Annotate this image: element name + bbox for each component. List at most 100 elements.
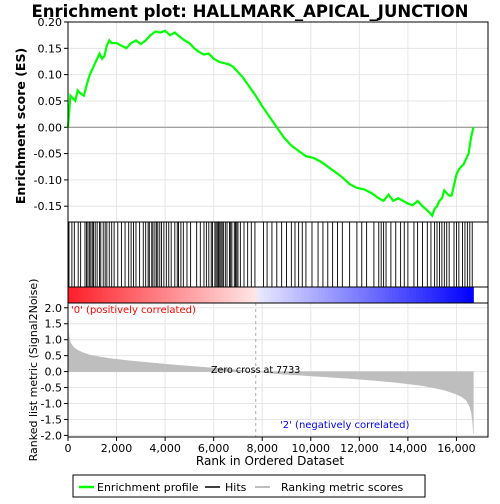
heat-cell <box>179 287 184 303</box>
hits-panel <box>67 221 489 288</box>
heat-cell <box>101 287 106 303</box>
heat-cell <box>358 287 363 303</box>
heat-cell <box>128 287 133 303</box>
positive-annotation: '0' (positively correlated) <box>71 305 196 316</box>
metric-tick-label: 1.0 <box>45 334 63 347</box>
x-tick-label: 8,000 <box>246 442 278 455</box>
heat-cell <box>199 287 204 303</box>
heat-cell <box>378 287 383 303</box>
heat-cell <box>243 287 248 303</box>
heat-cell <box>149 287 153 303</box>
es-tick-label: 0.20 <box>38 16 63 29</box>
heat-cell <box>368 287 373 303</box>
heat-cell <box>213 287 218 303</box>
heat-cell <box>443 287 447 303</box>
es-tick-label: 0.00 <box>38 121 63 134</box>
x-tick-label: 16,000 <box>437 442 476 455</box>
heat-cell <box>280 287 285 303</box>
heat-cell <box>247 287 251 303</box>
legend-box <box>72 474 426 498</box>
heat-cell <box>220 287 224 303</box>
heat-cell <box>277 287 282 303</box>
heat-cell <box>233 287 238 303</box>
heat-cell <box>111 287 116 303</box>
heat-cell <box>436 287 441 303</box>
heat-cell <box>257 287 261 303</box>
heat-cell <box>321 287 326 303</box>
heat-cell <box>395 287 400 303</box>
heat-cell <box>307 287 312 303</box>
es-panel: 0.20 0.15 0.10 0.05 0.00 -0.05 -0.10 -0.15 <box>34 16 489 223</box>
heat-cell <box>91 287 96 303</box>
heat-cell <box>409 287 414 303</box>
heat-cell <box>226 287 231 303</box>
heat-cell <box>118 287 123 303</box>
heat-cell <box>267 287 272 303</box>
heat-cell <box>459 287 464 303</box>
heat-cell <box>426 287 430 303</box>
heat-cell <box>152 287 157 303</box>
enrichment-profile-line <box>66 29 475 218</box>
heat-cell <box>338 287 343 303</box>
heat-cell <box>263 287 268 303</box>
heat-cell <box>372 287 376 303</box>
chart-title: Enrichment plot: HALLMARK_APICAL_JUNCTIO… <box>31 2 468 21</box>
heat-cell <box>470 287 474 303</box>
heat-cell <box>375 287 380 303</box>
metric-tick-label: 2.0 <box>45 302 63 315</box>
es-tick-label: 0.05 <box>38 95 63 108</box>
heat-cell <box>125 287 130 303</box>
heat-cell <box>324 287 329 303</box>
metric-tick-label: -1.5 <box>41 413 62 426</box>
heat-cell <box>81 287 86 303</box>
heat-cell <box>260 287 265 303</box>
heat-cell <box>318 287 322 303</box>
legend-label-hits: Hits <box>225 481 247 494</box>
es-axis-label: Enrichment score (ES) <box>13 48 28 204</box>
x-tick-label: 2,000 <box>101 442 133 455</box>
heat-cell <box>216 287 221 303</box>
heat-cell <box>392 287 397 303</box>
heat-cell <box>345 287 349 303</box>
heat-cell <box>230 287 234 303</box>
heat-cell <box>361 287 366 303</box>
heat-cell <box>132 287 136 303</box>
heat-cell <box>284 287 289 303</box>
legend: Enrichment profile Hits Ranking metric s… <box>72 474 426 498</box>
heat-cell <box>405 287 410 303</box>
ranking-metric-area <box>67 307 474 434</box>
heat-cell <box>159 287 164 303</box>
heat-cell <box>98 287 103 303</box>
heat-cell <box>301 287 305 303</box>
heat-cell <box>169 287 174 303</box>
heat-cell <box>304 287 309 303</box>
heat-cell <box>196 287 201 303</box>
x-tick-label: 12,000 <box>340 442 379 455</box>
x-tick-label: 10,000 <box>292 442 331 455</box>
heat-cell <box>287 287 292 303</box>
heat-cell <box>223 287 228 303</box>
es-tick-label: 0.10 <box>38 69 63 82</box>
metric-tick-label: -1.0 <box>41 398 62 411</box>
heat-cell <box>203 287 207 303</box>
heat-cell <box>432 287 437 303</box>
heat-cell <box>466 287 471 303</box>
metric-tick-label: 1.5 <box>45 318 63 331</box>
heat-cell <box>182 287 187 303</box>
heat-cell <box>122 287 126 303</box>
heat-cell <box>290 287 295 303</box>
heat-cell <box>415 287 420 303</box>
es-tick-label: 0.15 <box>38 42 63 55</box>
metric-frame <box>67 302 489 438</box>
heat-cell <box>449 287 454 303</box>
heat-cell <box>334 287 339 303</box>
heat-cell <box>71 287 76 303</box>
heat-cell <box>382 287 386 303</box>
heat-cell <box>88 287 93 303</box>
heat-cell <box>186 287 191 303</box>
heat-cell <box>176 287 180 303</box>
heat-cell <box>240 287 245 303</box>
es-tick-label: -0.15 <box>34 200 62 213</box>
